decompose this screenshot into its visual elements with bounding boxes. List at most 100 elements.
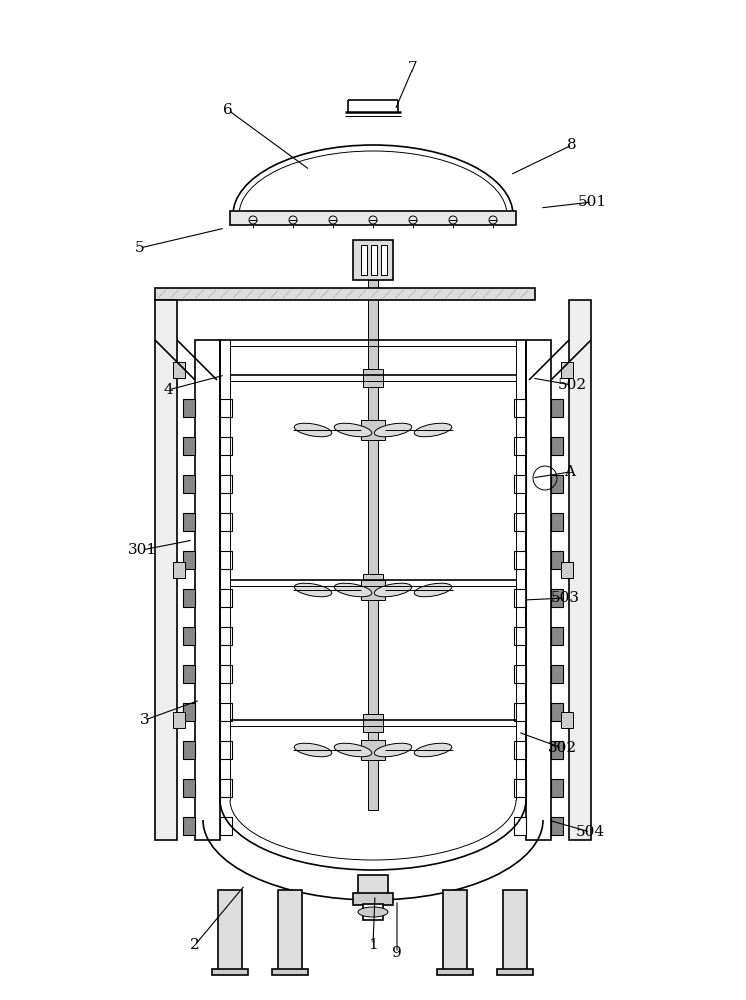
Bar xyxy=(569,300,591,840)
Ellipse shape xyxy=(374,423,412,437)
Bar xyxy=(514,437,526,455)
Ellipse shape xyxy=(374,743,412,757)
Bar xyxy=(437,969,473,975)
Bar xyxy=(561,562,573,578)
Bar xyxy=(220,551,232,569)
Bar xyxy=(220,589,232,607)
Bar xyxy=(183,779,195,797)
Bar xyxy=(514,817,526,835)
Bar xyxy=(551,589,563,607)
Text: 8: 8 xyxy=(567,138,577,152)
Bar xyxy=(514,741,526,759)
Bar xyxy=(353,240,393,280)
Bar xyxy=(561,712,573,728)
Text: 9: 9 xyxy=(392,946,402,960)
Bar xyxy=(358,875,388,895)
Bar xyxy=(514,779,526,797)
Bar xyxy=(514,475,526,493)
Bar xyxy=(514,627,526,645)
Bar xyxy=(183,741,195,759)
Bar xyxy=(363,714,383,732)
Bar xyxy=(220,437,232,455)
Bar xyxy=(220,399,232,417)
Bar xyxy=(551,437,563,455)
Bar xyxy=(551,817,563,835)
Bar xyxy=(551,665,563,683)
Text: 7: 7 xyxy=(408,61,418,75)
Bar xyxy=(551,627,563,645)
Bar xyxy=(361,740,385,760)
Ellipse shape xyxy=(294,583,332,597)
Text: 302: 302 xyxy=(548,741,577,755)
Text: 503: 503 xyxy=(551,591,580,605)
Bar xyxy=(212,969,248,975)
Bar xyxy=(551,551,563,569)
Text: 5: 5 xyxy=(135,241,145,255)
Bar xyxy=(551,779,563,797)
Ellipse shape xyxy=(334,743,372,757)
Bar xyxy=(195,340,220,840)
Bar xyxy=(363,574,383,592)
Bar xyxy=(514,513,526,531)
Bar xyxy=(183,513,195,531)
Ellipse shape xyxy=(414,583,452,597)
Bar xyxy=(551,703,563,721)
Bar xyxy=(220,817,232,835)
Text: 301: 301 xyxy=(128,543,157,557)
Bar xyxy=(220,779,232,797)
Bar xyxy=(551,741,563,759)
Bar xyxy=(220,665,232,683)
Text: 6: 6 xyxy=(223,103,233,117)
Bar xyxy=(497,969,533,975)
Bar xyxy=(551,475,563,493)
Ellipse shape xyxy=(358,907,388,917)
Bar xyxy=(173,712,185,728)
Bar xyxy=(361,580,385,600)
Bar xyxy=(514,589,526,607)
Bar xyxy=(220,475,232,493)
Bar xyxy=(183,665,195,683)
Bar xyxy=(220,627,232,645)
Text: 3: 3 xyxy=(140,713,150,727)
Bar xyxy=(514,703,526,721)
Bar xyxy=(361,420,385,440)
Bar xyxy=(183,475,195,493)
Ellipse shape xyxy=(374,583,412,597)
Text: 1: 1 xyxy=(368,938,378,952)
Bar xyxy=(183,437,195,455)
Ellipse shape xyxy=(414,423,452,437)
Bar xyxy=(230,211,516,225)
Bar xyxy=(363,904,383,920)
Bar xyxy=(526,340,551,840)
Bar xyxy=(551,399,563,417)
Bar xyxy=(443,890,467,970)
Text: 501: 501 xyxy=(577,195,606,209)
Bar xyxy=(514,399,526,417)
Text: 4: 4 xyxy=(163,383,173,397)
Ellipse shape xyxy=(414,743,452,757)
Bar xyxy=(353,893,393,905)
Bar xyxy=(183,399,195,417)
Bar xyxy=(368,280,378,810)
Bar xyxy=(514,665,526,683)
Ellipse shape xyxy=(294,423,332,437)
Bar xyxy=(183,627,195,645)
Bar xyxy=(183,703,195,721)
Bar xyxy=(220,513,232,531)
Bar xyxy=(220,703,232,721)
Bar xyxy=(551,513,563,531)
Bar xyxy=(272,969,308,975)
Bar xyxy=(561,362,573,378)
Bar xyxy=(220,741,232,759)
Bar xyxy=(503,890,527,970)
Bar xyxy=(173,562,185,578)
Bar xyxy=(183,817,195,835)
Bar xyxy=(173,362,185,378)
Text: 502: 502 xyxy=(557,378,586,392)
Bar xyxy=(278,890,302,970)
Ellipse shape xyxy=(334,423,372,437)
Bar xyxy=(361,245,367,275)
Bar xyxy=(155,288,535,300)
Bar xyxy=(381,245,387,275)
Bar xyxy=(218,890,242,970)
